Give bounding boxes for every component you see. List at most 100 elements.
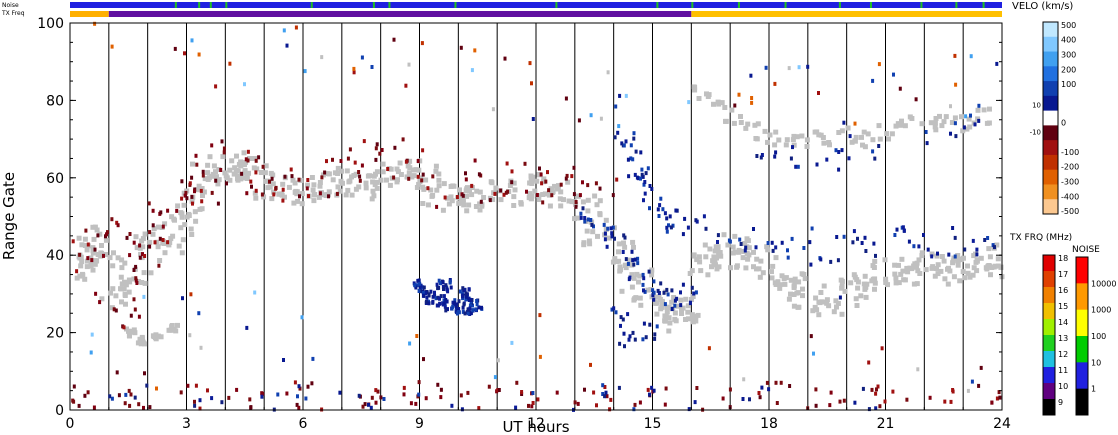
data-cell [241, 150, 247, 156]
data-cell [618, 93, 622, 98]
data-cell [791, 142, 797, 148]
data-cell [477, 305, 481, 310]
data-cell [929, 251, 935, 257]
data-cell [949, 131, 952, 136]
data-cell [292, 180, 298, 186]
data-cell [616, 241, 622, 247]
data-cell [528, 196, 534, 202]
data-cell [477, 406, 481, 411]
txfreq-scale-frame [1042, 254, 1056, 416]
data-cell [663, 289, 669, 295]
data-cell [967, 124, 973, 130]
data-cell [896, 262, 901, 268]
data-cell [263, 163, 269, 169]
data-cell [603, 394, 607, 399]
data-cell [713, 244, 719, 250]
data-cell [198, 406, 202, 411]
data-cell [407, 176, 411, 181]
data-cell [90, 245, 96, 251]
data-cell [434, 296, 438, 301]
data-cell [72, 384, 76, 389]
data-cell [685, 309, 691, 315]
data-cell [108, 394, 112, 399]
data-cell [363, 402, 367, 407]
data-cell [466, 202, 472, 208]
data-cell [790, 236, 794, 241]
data-cell [402, 385, 406, 390]
data-cell [214, 174, 219, 180]
data-cell [597, 212, 603, 218]
data-cell [597, 198, 603, 204]
data-cell [269, 196, 275, 202]
data-cell [441, 280, 445, 285]
data-cell [168, 236, 174, 242]
data-cell [134, 276, 138, 281]
data-cell [114, 308, 118, 313]
data-cell [579, 215, 583, 220]
data-cell [731, 120, 737, 126]
data-cell [904, 265, 910, 271]
data-cell [442, 294, 446, 299]
data-cell [111, 250, 116, 256]
data-cell [417, 289, 421, 293]
data-cell [977, 103, 981, 108]
data-cell [619, 323, 622, 328]
data-cell [627, 337, 631, 342]
data-cell [740, 255, 746, 261]
data-cell [552, 183, 557, 189]
data-cell [938, 268, 944, 274]
data-cell [949, 120, 955, 125]
data-cell [786, 248, 789, 253]
data-cell [743, 125, 749, 131]
velocity-scale-label: 300 [1061, 50, 1076, 59]
data-cell [772, 142, 778, 148]
data-cell [642, 182, 646, 187]
data-cell [651, 288, 655, 293]
data-cell [964, 114, 968, 119]
data-cell [871, 149, 875, 154]
data-cell [297, 384, 301, 389]
data-cell [133, 234, 139, 240]
data-cell [109, 305, 115, 311]
txfreq-scale-swatch [1043, 287, 1055, 304]
data-cell [859, 134, 864, 140]
data-cell [299, 191, 305, 197]
data-cell [380, 161, 386, 167]
data-cell [122, 293, 128, 298]
data-cell [609, 397, 613, 402]
data-cell [451, 300, 455, 305]
data-cell [993, 245, 996, 250]
data-cell [800, 286, 805, 292]
data-cell [397, 160, 403, 166]
data-cell [558, 189, 564, 195]
data-cell [541, 176, 547, 182]
x-tick-label: 0 [66, 416, 75, 432]
data-cell [688, 300, 692, 305]
data-cell [457, 299, 461, 304]
data-cell [185, 196, 189, 201]
data-cell [666, 315, 672, 321]
data-cell [398, 172, 404, 177]
data-cell [791, 145, 794, 150]
data-cell [689, 312, 695, 318]
data-cell [616, 130, 620, 135]
data-cell [418, 175, 424, 181]
data-cell [893, 280, 899, 286]
data-cell [362, 139, 366, 144]
data-cell [155, 244, 161, 250]
data-cell [194, 383, 198, 388]
data-cell [404, 83, 408, 88]
data-cell [457, 307, 461, 311]
data-cell [871, 265, 877, 270]
data-cell [648, 392, 651, 397]
data-cell [705, 272, 711, 278]
data-cell [404, 159, 408, 164]
data-cell [193, 399, 196, 404]
data-cell [728, 387, 732, 392]
data-cell [721, 396, 725, 401]
data-cell [129, 392, 133, 397]
data-cell [683, 317, 688, 322]
data-cell [433, 290, 436, 295]
data-cell [93, 247, 97, 252]
data-cell [370, 395, 374, 400]
